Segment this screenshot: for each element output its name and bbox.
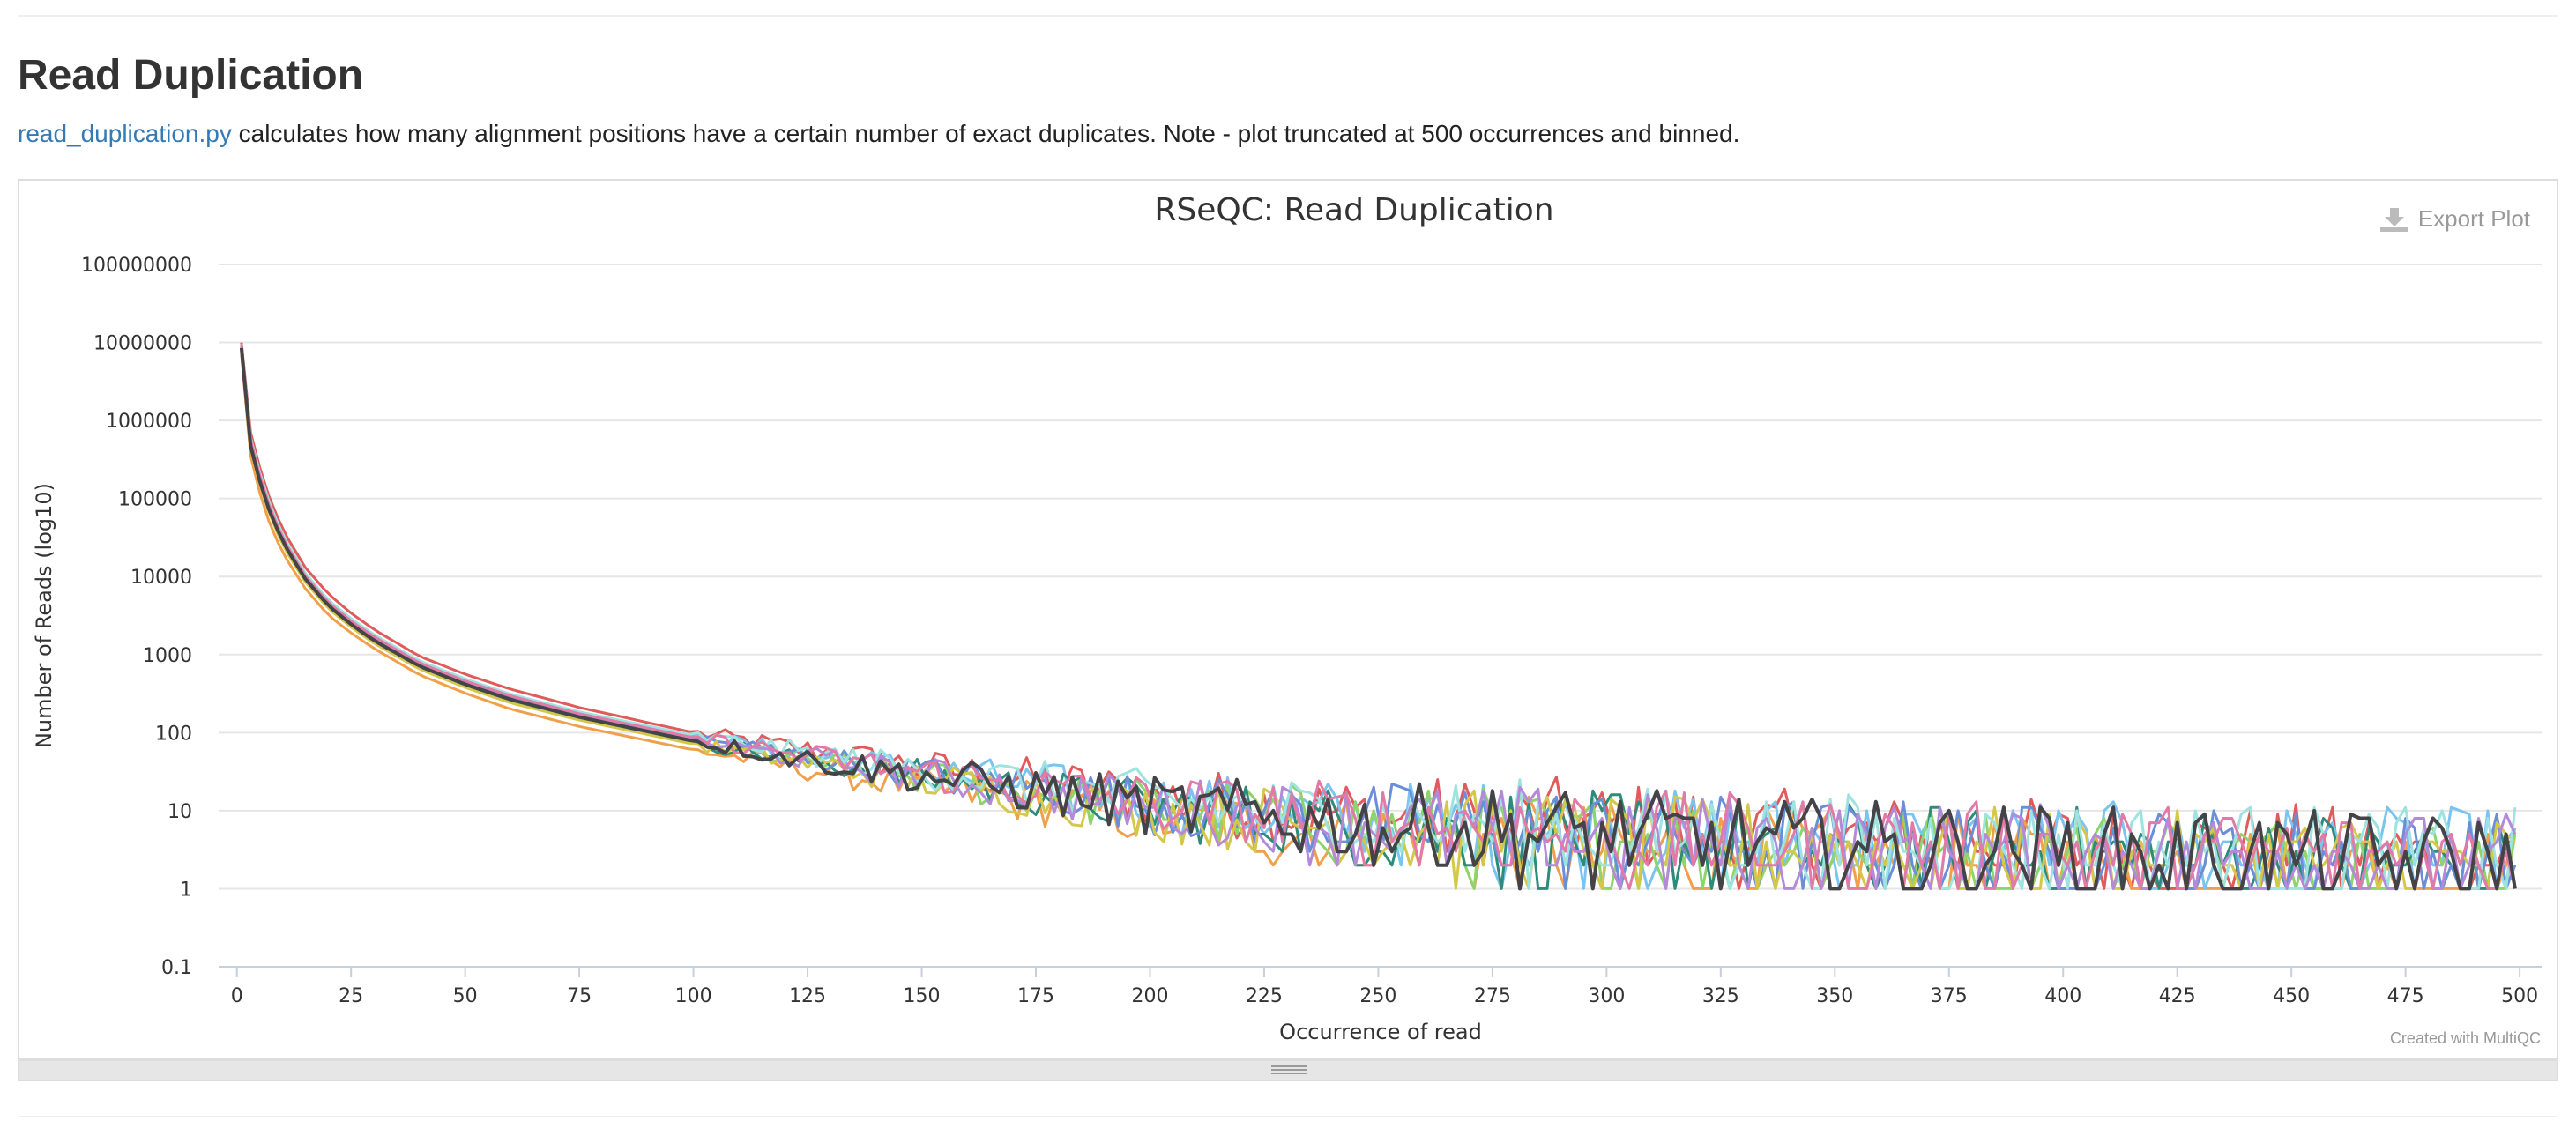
x-tick-label: 325 <box>1702 985 1739 1007</box>
y-tick-label: 10 <box>168 801 192 823</box>
description-text: calculates how many alignment positions … <box>231 120 1740 147</box>
read-duplication-chart: 0.11101001000100001000001000000100000001… <box>32 192 2542 1044</box>
x-tick-label: 0 <box>231 985 243 1007</box>
x-tick-label: 475 <box>2387 985 2424 1007</box>
x-tick-label: 200 <box>1131 985 1168 1007</box>
y-tick-label: 100 <box>155 723 192 745</box>
x-tick-label: 100 <box>675 985 712 1007</box>
x-tick-label: 275 <box>1474 985 1511 1007</box>
x-tick-label: 500 <box>2501 985 2538 1007</box>
section-description: read_duplication.py calculates how many … <box>18 120 1739 148</box>
section-title: Read Duplication <box>18 52 364 99</box>
x-tick-label: 125 <box>789 985 826 1007</box>
y-tick-label: 100000000 <box>81 255 192 277</box>
x-tick-label: 175 <box>1017 985 1054 1007</box>
download-icon <box>2379 207 2408 232</box>
y-tick-label: 0.1 <box>161 957 192 979</box>
x-tick-label: 450 <box>2273 985 2310 1007</box>
y-tick-label: 1000 <box>143 645 192 667</box>
x-tick-label: 25 <box>339 985 363 1007</box>
x-tick-label: 425 <box>2159 985 2196 1007</box>
read-duplication-link[interactable]: read_duplication.py <box>18 120 232 147</box>
y-axis-title: Number of Reads (log10) <box>32 483 56 748</box>
plot-resize-handle[interactable] <box>18 1060 2558 1081</box>
x-tick-label: 150 <box>904 985 941 1007</box>
x-tick-label: 375 <box>1931 985 1968 1007</box>
x-axis-title: Occurrence of read <box>1279 1020 1482 1044</box>
grip-lines-icon <box>1271 1065 1307 1076</box>
y-tick-label: 1000000 <box>106 411 192 433</box>
export-plot-button[interactable]: Export Plot <box>2379 205 2530 233</box>
plot-container: 0.1 1 10 100 1000 10000 100000 1000000 10000000 1… <box>18 179 2558 1060</box>
x-tick-label: 350 <box>1816 985 1853 1007</box>
y-tick-label: 10000 <box>130 567 192 589</box>
x-tick-label: 400 <box>2044 985 2081 1007</box>
y-tick-label: 100000 <box>118 489 192 511</box>
bottom-divider <box>18 1116 2558 1117</box>
x-tick-label: 300 <box>1588 985 1625 1007</box>
x-tick-label: 75 <box>567 985 592 1007</box>
x-tick-label: 250 <box>1359 985 1396 1007</box>
export-plot-label: Export Plot <box>2417 205 2530 232</box>
created-with-credit: Created with MultiQC <box>2389 1029 2541 1047</box>
series-line <box>240 345 2517 890</box>
series-line <box>239 347 2517 891</box>
series-line <box>240 345 2517 890</box>
x-tick-label: 225 <box>1246 985 1283 1007</box>
x-tick-label: 50 <box>453 985 478 1007</box>
series-line <box>240 349 2516 890</box>
y-tick-label: 1 <box>180 879 192 901</box>
top-divider <box>18 15 2558 17</box>
y-tick-label: 10000000 <box>93 333 192 355</box>
chart-title: RSeQC: Read Duplication <box>1154 192 1553 228</box>
